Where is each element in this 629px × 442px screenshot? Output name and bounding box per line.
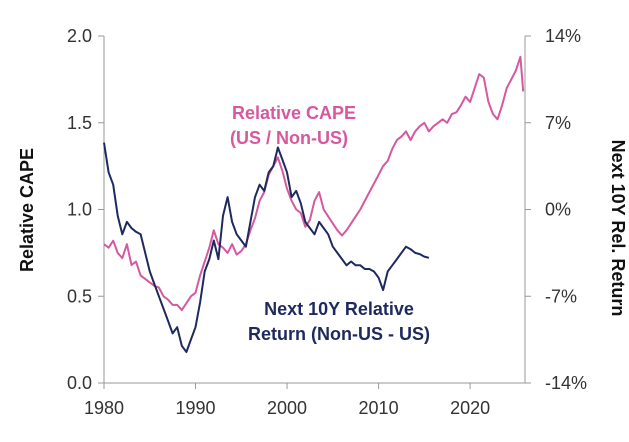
y-tick-label: 0.0: [67, 373, 92, 393]
tick-labels: 0.0 0.5 1.0 1.5 2.0 -14% -7% 0% 7% 14% 1980 1990 200…: [67, 26, 587, 418]
x-tick-label: 2010: [359, 398, 399, 418]
y2-tick-label: 14%: [545, 26, 581, 46]
axes: [98, 35, 531, 389]
x-tick-label: 2020: [450, 398, 490, 418]
y-tick-label: 0.5: [67, 286, 92, 306]
series-lines: [103, 55, 525, 353]
y-axis-title: Relative CAPE: [17, 148, 37, 272]
y2-tick-label: 0%: [545, 200, 571, 220]
y2-axis-title: Next 10Y Rel. Return: [608, 140, 628, 317]
y-tick-label: 2.0: [67, 26, 92, 46]
y2-tick-label: -14%: [545, 373, 587, 393]
next-10y-return-line: [103, 142, 430, 353]
x-tick-label: 1990: [175, 398, 215, 418]
y-tick-label: 1.5: [67, 113, 92, 133]
y2-tick-label: -7%: [545, 286, 577, 306]
x-tick-label: 2000: [267, 398, 307, 418]
series-label-returns-line-2: Return (Non-US - US): [248, 324, 430, 344]
series-label-returns-line-1: Next 10Y Relative: [264, 299, 414, 319]
y-tick-label: 1.0: [67, 200, 92, 220]
x-tick-label: 1980: [84, 398, 124, 418]
series-label-cape-line-1: Relative CAPE: [232, 103, 356, 123]
series-label-cape-line-2: (US / Non-US): [230, 128, 348, 148]
y2-tick-label: 7%: [545, 113, 571, 133]
relative-cape-line: [103, 55, 525, 312]
